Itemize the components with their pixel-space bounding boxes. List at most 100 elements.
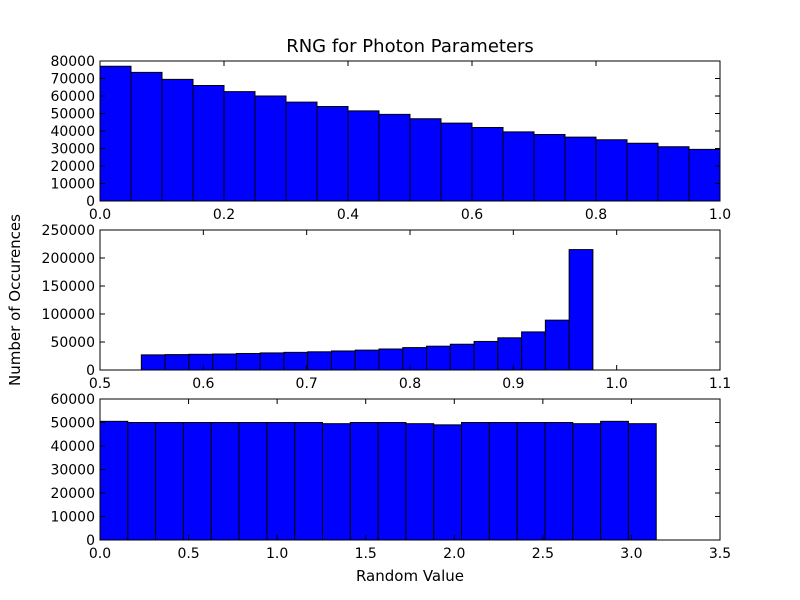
y-tick-label: 60000 <box>50 89 95 105</box>
histogram-bar <box>155 422 184 541</box>
x-tick-label: 0.0 <box>89 207 111 223</box>
y-tick-label: 100000 <box>42 307 95 323</box>
x-tick-label: 0.5 <box>89 376 111 392</box>
histogram-bar <box>378 348 404 371</box>
y-tick-label: 70000 <box>50 72 95 88</box>
histogram-bar <box>99 65 132 202</box>
histogram-bar <box>182 422 212 541</box>
y-tick-label: 30000 <box>50 142 95 158</box>
histogram-bar <box>127 422 157 541</box>
histogram-bar <box>316 106 349 202</box>
x-tick-label: 0.0 <box>89 546 111 562</box>
histogram-bar <box>212 353 237 371</box>
histogram-bar <box>266 422 296 541</box>
histogram-bar <box>433 424 463 541</box>
x-tick-label: 3.0 <box>620 546 642 562</box>
y-tick-label: 20000 <box>50 486 95 502</box>
histogram-bar <box>502 131 535 202</box>
histogram-bar <box>235 352 261 371</box>
x-tick-label: 0.2 <box>213 207 235 223</box>
histogram-bar <box>572 423 602 541</box>
histogram-bar <box>449 343 475 371</box>
histogram-bar <box>497 337 523 371</box>
histogram-bar <box>140 354 166 371</box>
x-tick-label: 1.5 <box>355 546 377 562</box>
histogram-bar <box>402 347 428 371</box>
x-tick-label: 1.0 <box>266 546 288 562</box>
histogram-bar <box>461 422 490 541</box>
y-tick-label: 60000 <box>50 392 95 408</box>
histogram-bar <box>354 349 380 371</box>
x-tick-label: 2.5 <box>532 546 554 562</box>
histogram-bar <box>285 101 318 202</box>
histogram-bar <box>409 118 442 202</box>
x-tick-label: 0.8 <box>585 207 607 223</box>
subplot-3: 0.0 0.5 1.0 1.5 2.0 2.5 3.0 3.5 0 10000 20000 30000… <box>50 392 731 562</box>
x-tick-label: 0.5 <box>177 546 199 562</box>
histogram-bar <box>405 423 435 541</box>
y-tick-label: 20000 <box>50 159 95 175</box>
histogram-bar <box>544 319 570 371</box>
histogram-bar <box>347 110 380 202</box>
x-axis-label: Random Value <box>356 567 464 585</box>
x-tick-label: 0.4 <box>337 207 359 223</box>
histogram-bar <box>488 422 518 541</box>
subplot-2: 0.5 0.6 0.7 0.8 0.9 1.0 1.1 0 50000 100000 150000 2… <box>42 223 732 392</box>
histogram-bar <box>130 71 163 202</box>
y-tick-label: 50000 <box>50 335 95 351</box>
x-tick-label: 0.7 <box>296 376 318 392</box>
y-tick-label: 50000 <box>50 416 95 432</box>
subplots: 0.0 0.2 0.4 0.6 0.8 1.00100002000030000400005… <box>42 54 732 562</box>
histogram-bar <box>564 136 597 202</box>
y-tick-label: 80000 <box>50 54 95 70</box>
histogram-bar <box>688 148 721 202</box>
histogram-bar <box>600 420 629 541</box>
histogram-bar <box>595 139 628 202</box>
histogram-bar <box>440 122 473 202</box>
histogram-bar <box>283 351 309 371</box>
histogram-bar <box>192 85 225 202</box>
chart-title: RNG for Photon Parameters <box>286 36 534 57</box>
histogram-bar <box>259 352 285 371</box>
histogram-bar <box>568 249 594 371</box>
histogram-bar <box>378 113 411 202</box>
y-tick-label: 0 <box>86 533 95 549</box>
y-tick-label: 10000 <box>50 177 95 193</box>
y-tick-label: 150000 <box>42 279 95 295</box>
histogram-bar <box>307 351 332 371</box>
histogram-bar <box>161 78 194 202</box>
y-tick-label: 40000 <box>50 439 95 455</box>
y-tick-label: 0 <box>86 194 95 210</box>
histogram-bar <box>349 422 379 541</box>
x-tick-label: 0.8 <box>399 376 421 392</box>
histogram-bar <box>471 127 504 202</box>
x-tick-label: 2.0 <box>443 546 465 562</box>
histogram-bar <box>473 340 499 371</box>
histogram-bar <box>223 91 256 202</box>
histogram-bar <box>516 422 546 541</box>
histogram-bar <box>521 331 546 371</box>
y-tick-label: 10000 <box>50 510 95 526</box>
histogram-bar <box>321 423 351 541</box>
histogram-bar <box>188 353 214 371</box>
y-tick-label: 0 <box>86 363 95 379</box>
histogram-bar <box>657 146 690 202</box>
histogram-bar <box>426 345 451 371</box>
histogram-bar <box>330 350 356 371</box>
histogram-bar <box>544 422 574 541</box>
histogram-bar <box>238 422 268 541</box>
histogram-bar <box>164 354 190 371</box>
y-axis-label: Number of Occurences <box>6 214 24 386</box>
histogram-bar <box>254 95 287 202</box>
x-tick-label: 0.9 <box>502 376 524 392</box>
histogram-bar <box>627 423 657 541</box>
x-tick-label: 1.0 <box>709 207 731 223</box>
histogram-bar <box>210 422 240 541</box>
histogram-bar <box>99 420 129 541</box>
y-tick-label: 200000 <box>42 251 95 267</box>
x-tick-label: 0.6 <box>461 207 483 223</box>
histogram-bar <box>626 142 659 202</box>
y-tick-label: 250000 <box>42 223 95 239</box>
